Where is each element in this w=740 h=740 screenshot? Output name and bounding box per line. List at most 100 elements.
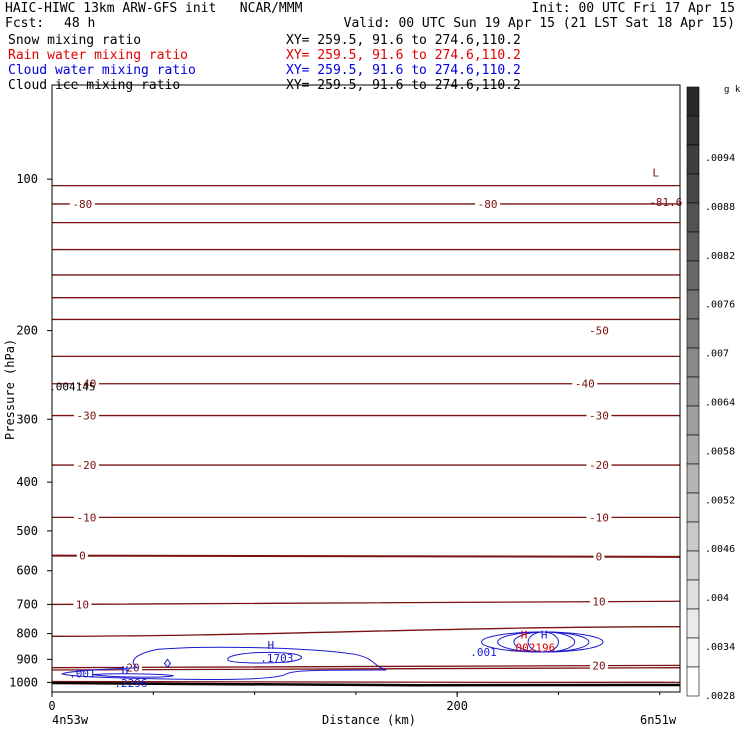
terrain-line	[51, 681, 681, 687]
colorbar-segment	[686, 550, 700, 581]
isotherm-label-bg	[76, 549, 88, 562]
cloud-water-contour	[92, 673, 174, 678]
colorbar-segment	[686, 144, 700, 175]
isotherm-label-bg	[73, 409, 99, 422]
colorbar-segment	[686, 289, 700, 320]
isotherm-label: -80	[478, 198, 498, 211]
plot-title: HAIC-HIWC 13km ARW-GFS init NCAR/MMM	[5, 1, 303, 16]
valid-time: Valid: 00 UTC Sun 19 Apr 15 (21 LST Sat …	[343, 16, 735, 31]
colorbar-segment	[686, 521, 700, 552]
isotherm-label: -40	[575, 378, 595, 391]
colorbar-label: .004	[705, 593, 729, 604]
field-cloudwater-name: Cloud water mixing ratio	[8, 63, 196, 78]
y-tick-label: 700	[16, 597, 38, 611]
rain-water-max-value: .002196	[509, 642, 555, 655]
colorbar-segment	[686, 86, 700, 117]
colorbar-label: .0064	[705, 398, 735, 409]
colorbar: .0094 .0088 .0082 .0076 .007 .0064 .0058 .0052.…	[686, 86, 735, 702]
isotherm-label-bg	[73, 598, 92, 611]
colorbar-label: .0076	[705, 300, 735, 311]
colorbar-segment	[686, 492, 700, 523]
colorbar-segment	[686, 666, 700, 697]
temperature-extremum-label: -81.6	[649, 196, 682, 209]
temperature-extremum-label: L	[652, 166, 659, 179]
isotherm-label: 10	[592, 596, 605, 609]
cloud-water-max-label: H	[267, 639, 274, 652]
isotherm-label: 10	[76, 598, 89, 611]
colorbar-segment	[686, 115, 700, 146]
init-time: Init: 00 UTC Fri 17 Apr 15	[531, 1, 736, 16]
y-tick-label: 500	[16, 524, 38, 538]
cloud-water-contour	[227, 651, 303, 664]
colorbar-segment	[686, 318, 700, 349]
isotherm-label: -10	[77, 511, 97, 524]
cloud-water-contour-label: .001	[69, 667, 96, 680]
cloud-water-max-label: H	[122, 664, 129, 677]
field-snow-name: Snow mixing ratio	[8, 33, 142, 48]
isotherm-label: -40	[77, 378, 97, 391]
forecast-hour: 48 h	[64, 16, 96, 31]
field-rain-xy: XY= 259.5, 91.6 to 274.6,110.2	[286, 48, 521, 63]
isotherm-label-bg	[475, 197, 501, 210]
cloud-water-max-value: .1703	[260, 652, 293, 665]
x-axis-title: Distance (km)	[322, 713, 416, 727]
cloud-water-max-value: .2296	[114, 677, 147, 690]
colorbar-segment	[686, 202, 700, 233]
colorbar-segment	[686, 405, 700, 436]
colorbar-segment	[686, 608, 700, 639]
colorbar-segment	[686, 231, 700, 262]
colorbar-segment	[686, 579, 700, 610]
isotherm-label-bg	[589, 595, 608, 608]
y-tick-label: 100	[16, 172, 38, 186]
isotherm-label: 0	[596, 551, 603, 564]
isotherm-label-bg	[589, 659, 608, 672]
isotherm-line	[51, 680, 681, 684]
isotherm-label-bg	[73, 459, 99, 472]
plot-frame	[51, 84, 681, 693]
rain-water-max-label: H	[521, 629, 528, 642]
colorbar-unit: g kg⁻¹	[724, 85, 740, 95]
colorbar-segment	[686, 347, 700, 378]
colorbar-label: .0088	[705, 202, 735, 213]
y-tick-label: 400	[16, 475, 38, 489]
isotherm-label: 0	[79, 550, 86, 563]
y-tick-label: 300	[16, 412, 38, 426]
isotherm-line	[51, 600, 681, 606]
y-tick-label: 600	[16, 564, 38, 578]
colorbar-segment	[686, 260, 700, 291]
isotherm-label: -30	[77, 410, 97, 423]
isotherm-label-bg	[69, 197, 95, 210]
isotherm-label: -80	[72, 198, 92, 211]
y-tick-label: 200	[16, 324, 38, 338]
cloud-water-contour	[163, 658, 172, 669]
cloud-water-contour	[60, 646, 387, 680]
y-tick-label: 900	[16, 652, 38, 666]
colorbar-label: .0046	[705, 544, 735, 555]
cloud-water-contour-label: .001	[470, 646, 497, 659]
colorbar-segment	[686, 434, 700, 465]
colorbar-label: .0034	[705, 642, 735, 653]
cloud-water-contour	[527, 631, 559, 653]
field-cloudwater-xy: XY= 259.5, 91.6 to 274.6,110.2	[286, 63, 521, 78]
isotherm-label: 20	[592, 660, 605, 673]
x-tick-label: 200	[446, 699, 468, 713]
field-snow-xy: XY= 259.5, 91.6 to 274.6,110.2	[286, 33, 521, 48]
x-tick-label: 0	[48, 699, 55, 713]
isotherm-label-bg	[593, 550, 605, 563]
isotherm-label: -20	[589, 459, 609, 472]
cloud-water-max-label: H	[541, 629, 548, 642]
colorbar-segment	[686, 376, 700, 407]
isotherm-label-bg	[586, 511, 612, 524]
isotherm-label: -20	[77, 459, 97, 472]
y-axis-title: Pressure (hPa)	[3, 339, 17, 440]
isotherm-label-bg	[586, 459, 612, 472]
y-tick-label: 800	[16, 627, 38, 641]
y-tick-label: 1000	[9, 675, 38, 689]
colorbar-label: .0028	[705, 691, 735, 702]
x-start-label: 4n53w	[52, 713, 89, 727]
snow-value-label: .004145	[49, 380, 95, 393]
isotherm-line	[51, 554, 681, 558]
